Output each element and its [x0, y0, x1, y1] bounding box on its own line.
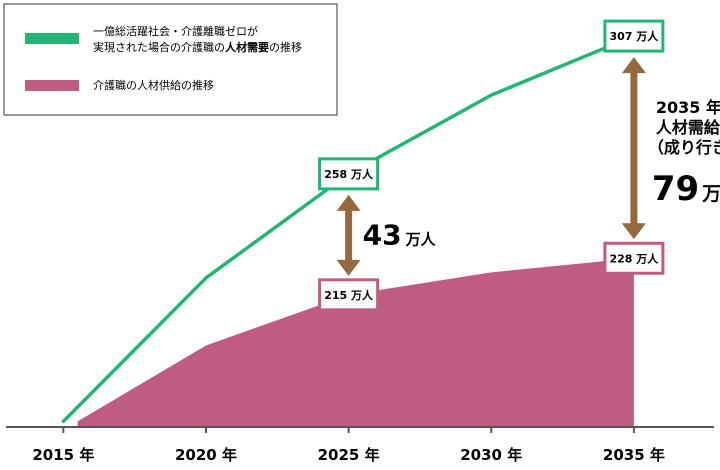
value-box-s2035	[603, 241, 665, 275]
gap-2025-label: 43 万人	[363, 218, 437, 251]
gap-2035-title-1: 2035 年の	[656, 98, 720, 117]
x-tick-label: 2025 年	[318, 446, 380, 464]
value-box-d2025	[318, 157, 380, 191]
value-box-s2025	[318, 278, 380, 312]
legend-demand-line2-pre: 実現された場合の介護職の	[93, 40, 225, 54]
gap-2035-unit: 万人	[701, 183, 720, 205]
value-label-d2025: 258 万人	[324, 167, 374, 181]
gap-2025-unit: 万人	[405, 230, 437, 248]
value-label-d2035: 307 万人	[609, 29, 659, 43]
legend-demand-line1: 一億総活躍社会・介護離職ゼロが	[93, 24, 258, 38]
legend-demand-line2-post: の推移	[269, 40, 302, 54]
value-box-d2035	[603, 19, 665, 53]
legend-demand-line2-bold: 人材需要	[225, 40, 269, 54]
gap-arrow	[621, 57, 646, 240]
x-tick-label: 2030 年	[460, 446, 522, 464]
gap-2035-label: 79万人	[652, 169, 720, 209]
legend-supply-label: 介護職の人材供給の推移	[93, 78, 214, 92]
x-tick-label: 2020 年	[175, 446, 237, 464]
x-tick-label: 2015 年	[32, 446, 94, 464]
x-tick-label: 2035 年	[603, 446, 665, 464]
gap-2035-number: 79	[652, 169, 699, 209]
legend-swatch-demand	[25, 33, 79, 44]
legend-swatch-supply	[25, 80, 79, 91]
value-label-s2025: 215 万人	[324, 288, 374, 302]
supply-area	[77, 258, 634, 427]
legend-box	[3, 3, 338, 116]
value-label-s2035: 228 万人	[609, 251, 659, 265]
gap-2025-number: 43	[363, 218, 402, 251]
legend-demand-line2: 実現された場合の介護職の人材需要の推移	[93, 40, 302, 54]
gap-2035-title-3: （成り行きベース）	[648, 138, 720, 157]
gap-2035-title-2: 人材需給ギャップ	[656, 118, 720, 137]
gap-arrow	[336, 194, 361, 276]
